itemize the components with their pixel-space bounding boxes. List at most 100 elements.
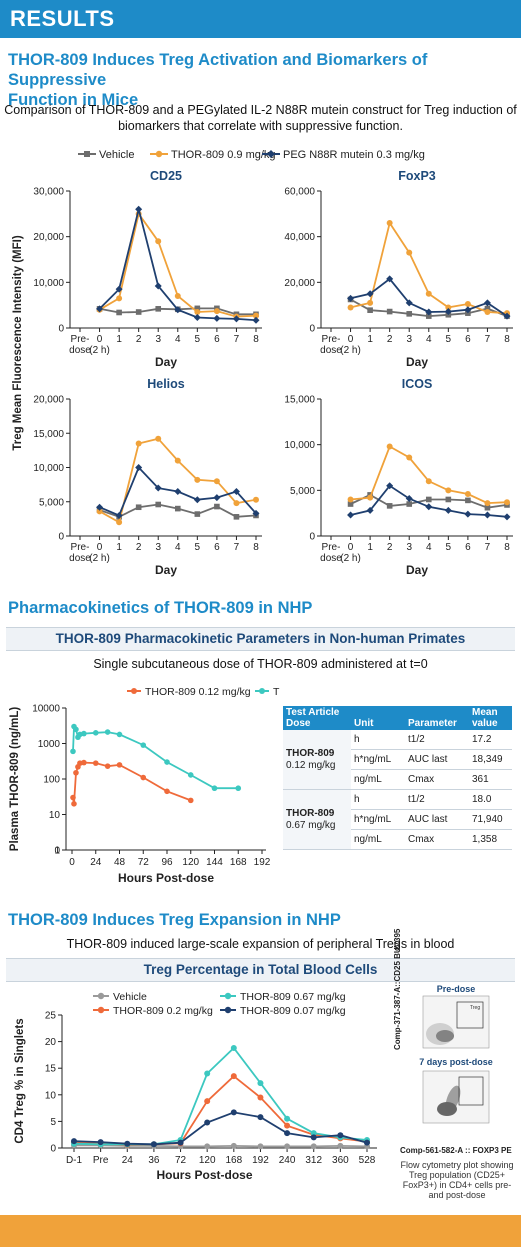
data-point (464, 301, 471, 308)
x-tick-label: 3 (406, 542, 412, 553)
pk-legend-label-1: THOR-809 0.67 mg/kg (273, 686, 280, 698)
x-tick-label: 6 (465, 334, 471, 345)
treg-legend-marker-0 (97, 992, 105, 1000)
pk-parameter-cell: t1/2 (405, 730, 469, 750)
flow-plot-pre: Treg (422, 995, 490, 1049)
data-point (367, 299, 374, 306)
x-tick-label: 2 (387, 334, 393, 345)
y-tick-label: 10,000 (33, 278, 64, 289)
pk-parameter-cell: AUC last (405, 749, 469, 770)
data-point (155, 306, 162, 312)
treg-series-line-3 (73, 1111, 368, 1146)
x-tick-label: (2 h) (340, 553, 361, 564)
pk-table-row: ng/mL Cmax 361 (283, 769, 512, 790)
section1-title-line2: Function in Mice (8, 91, 139, 109)
data-point (425, 308, 433, 316)
treg-series-line-2 (73, 1046, 368, 1146)
pk-value-cell: 71,940 (469, 809, 512, 830)
treg-x-tick-label: 120 (199, 1155, 216, 1166)
treg-x-tick-label: 360 (332, 1155, 349, 1166)
treg-y-tick-label: 25 (45, 1011, 57, 1022)
x-tick-label: 8 (253, 334, 259, 345)
pk-data-point (187, 772, 194, 778)
pk-legend-label-0: THOR-809 0.12 mg/kg (145, 686, 251, 698)
y-tick-label: 60,000 (284, 187, 315, 198)
data-point (155, 501, 162, 508)
treg-data-point (310, 1143, 317, 1150)
x-tick-label: 8 (504, 542, 510, 553)
data-point (405, 299, 413, 307)
data-point (504, 499, 510, 506)
data-point (444, 308, 452, 316)
pk-parameter-cell: Cmax (405, 769, 469, 790)
y-tick-label: 15,000 (33, 429, 64, 440)
x-tick-label: 0 (348, 542, 354, 553)
pk-dose-amount: 0.67 mg/kg (286, 819, 336, 831)
x-tick-label: dose (69, 345, 91, 356)
pk-x-tick-label: 72 (138, 857, 150, 868)
x-axis-title: Day (406, 563, 428, 577)
section1-desc-line1: Comparison of THOR-809 and a PEGylated I… (4, 103, 517, 117)
panel-title-foxp3: FoxP3 (398, 169, 436, 183)
data-point (425, 496, 432, 503)
pk-y-tick-label: 10000 (32, 704, 60, 715)
pk-unit-cell: ng/mL (351, 829, 405, 850)
legend-marker-2 (267, 150, 275, 158)
pk-unit-cell: h*ng/mL (351, 749, 405, 770)
mice-charts: Vehicle THOR-809 0.9 mg/kg PEG N88R mutein… (12, 149, 513, 577)
x-tick-label: 7 (234, 542, 240, 553)
pk-th-dose: Test Article Dose (283, 706, 351, 730)
series-line-1 (350, 220, 508, 315)
x-tick-label: 6 (214, 334, 220, 345)
treg-data-point (310, 1134, 317, 1141)
data-point (406, 501, 413, 507)
series-line-1 (99, 211, 257, 318)
data-point (425, 290, 432, 297)
y-tick-label: 10,000 (284, 440, 315, 451)
data-point (406, 311, 413, 317)
data-point (213, 308, 220, 315)
x-tick-label: Pre- (71, 542, 90, 553)
treg-data-point (204, 1119, 211, 1126)
pk-x-axis-title: Hours Post-dose (118, 871, 214, 885)
pk-parameter-table: Test Article Dose Unit Parameter Mean va… (283, 706, 512, 850)
treg-data-point (230, 1073, 237, 1080)
pk-th-unit: Unit (351, 706, 405, 730)
series-line-2 (98, 209, 257, 322)
flow-cytometry-panel: Pre-dose Treg 7 days post-dose (395, 984, 517, 1138)
pk-unit-cell: h (351, 730, 405, 750)
pk-legend-marker-0 (131, 688, 137, 694)
x-tick-label: 6 (214, 542, 220, 553)
pk-value-cell: 17.2 (469, 730, 512, 750)
data-point (483, 299, 491, 307)
flow-post-label: 7 days post-dose (419, 1057, 493, 1067)
pk-series-line-0 (72, 761, 192, 804)
data-point (347, 501, 354, 507)
data-point (405, 495, 413, 503)
pk-th-parameter: Parameter (405, 706, 469, 730)
pk-data-point (70, 748, 76, 755)
data-point (135, 309, 142, 315)
treg-y-tick-label: 5 (50, 1117, 56, 1128)
data-point (135, 464, 143, 471)
series-line-1 (350, 445, 508, 505)
x-tick-label: 1 (116, 334, 122, 345)
pk-series-line-1 (72, 723, 239, 790)
data-point (252, 509, 260, 517)
data-point (193, 496, 201, 504)
x-tick-label: 0 (97, 334, 103, 345)
pk-y-axis-label: Plasma THOR-809 (ng/mL) (9, 707, 21, 852)
legend-label-1: THOR-809 0.9 mg/kg (171, 149, 276, 161)
expansion-description: THOR-809 induced large-scale expansion o… (66, 937, 455, 951)
pk-data-point (116, 731, 123, 738)
x-axis-title: Day (155, 355, 177, 369)
data-point (465, 497, 471, 504)
treg-series-line-0 (74, 1144, 368, 1148)
x-tick-label: 4 (426, 542, 432, 553)
x-tick-label: 3 (155, 334, 161, 345)
treg-data-point (310, 1130, 317, 1137)
flow-pre-label: Pre-dose (436, 984, 476, 994)
pk-x-tick-label: 168 (230, 857, 247, 868)
pk-dose-name: THOR-809 (286, 747, 335, 759)
data-point (445, 304, 452, 311)
